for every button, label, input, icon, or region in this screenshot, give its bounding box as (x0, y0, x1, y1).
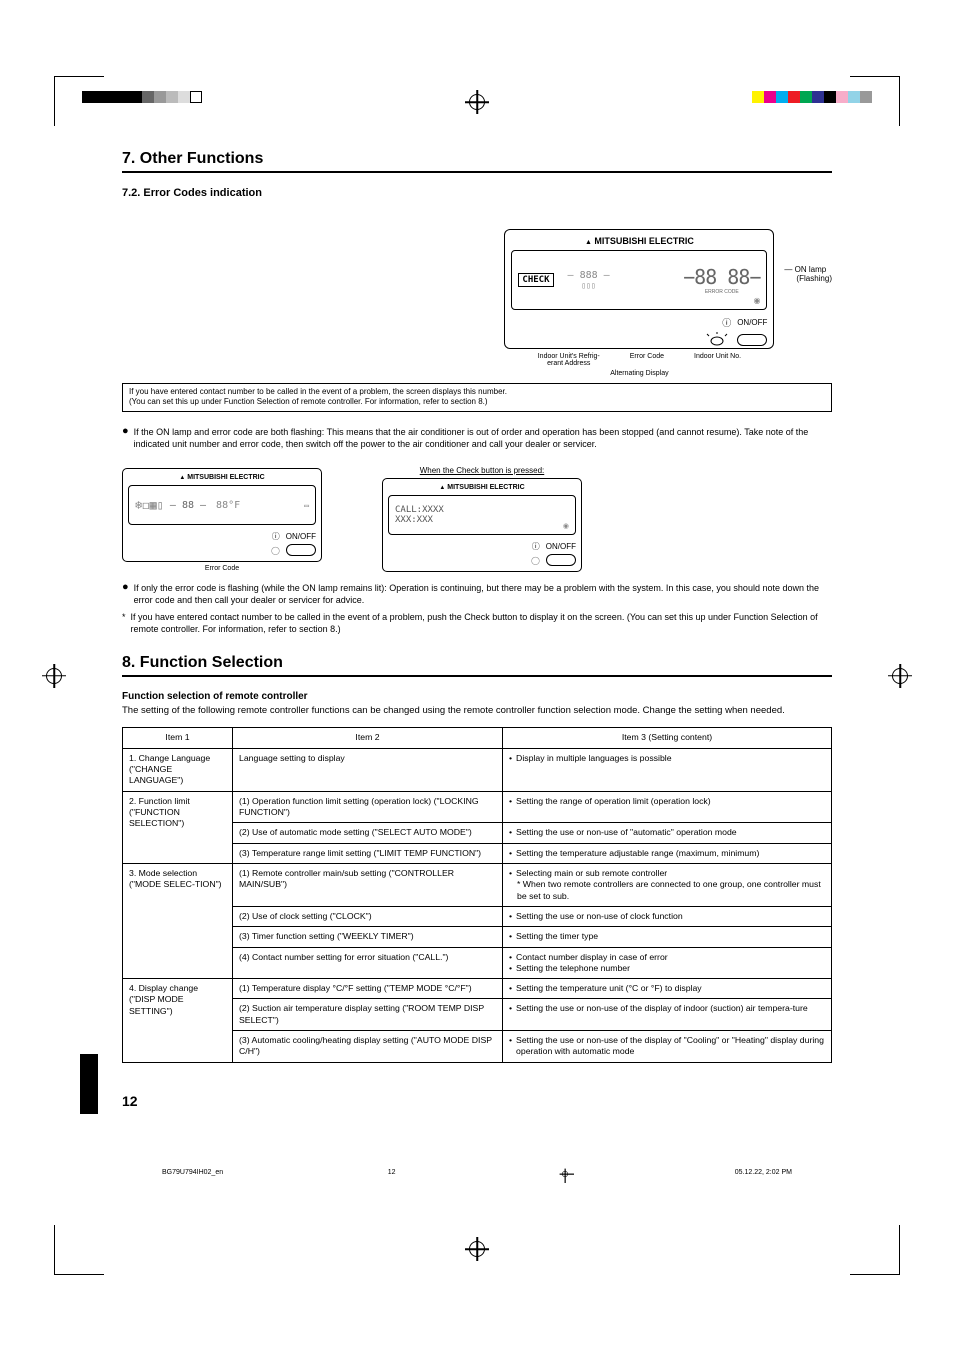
func-intro-text: The setting of the following remote cont… (122, 705, 832, 718)
on-lamp-note: — ON lamp (Flashing) (784, 265, 832, 377)
brand-label: ▲ MITSUBISHI ELECTRIC (511, 236, 767, 246)
alternating-display-label: Alternating Display (504, 370, 774, 377)
when-check-label: When the Check button is pressed: (382, 466, 582, 475)
remote-controller-large: ▲ MITSUBISHI ELECTRIC CHECK — 888 — ▯▯▯ … (504, 229, 774, 349)
side-tab (80, 1054, 98, 1114)
footer-file: BG79U794IH02_en (162, 1169, 223, 1179)
r2c3b: Setting the use or non-use of "automatic… (503, 823, 832, 843)
main-device-figure: ▲ MITSUBISHI ELECTRIC CHECK — 888 — ▯▯▯ … (122, 229, 832, 377)
onoff-button[interactable] (737, 334, 767, 346)
lamp-icon (705, 332, 729, 348)
r4c2c: (3) Automatic cooling/heating display se… (233, 1031, 503, 1063)
page-number: 12 (122, 1093, 832, 1109)
bullet-1: ● If the ON lamp and error code are both… (122, 426, 832, 450)
registration-mark-top (469, 94, 485, 110)
r3c3d: Contact number display in case of error … (503, 947, 832, 979)
section-7-2-title: 7.2. Error Codes indication (122, 187, 832, 199)
r3c3b: Setting the use or non-use of clock func… (503, 906, 832, 926)
r2c1: 2. Function limit ("FUNCTION SELECTION") (123, 791, 233, 863)
check-indicator: CHECK (518, 273, 553, 287)
onoff-label: ON/OFF (737, 318, 767, 327)
r2c2a: (1) Operation function limit setting (op… (233, 791, 503, 823)
r3c3a: Selecting main or sub remote controller … (503, 863, 832, 906)
r3c2c: (3) Timer function setting ("WEEKLY TIME… (233, 927, 503, 947)
r3c3c: Setting the timer type (503, 927, 832, 947)
onoff-button-small-2[interactable] (546, 554, 576, 566)
r3c2a: (1) Remote controller main/sub setting (… (233, 863, 503, 906)
th-item1: Item 1 (123, 728, 233, 748)
r4c1: 4. Display change ("DISP MODE SETTING") (123, 979, 233, 1063)
registration-mark-left (46, 668, 62, 684)
error-code-segments: −88 88− (683, 265, 760, 289)
r1c2: Language setting to display (233, 748, 503, 791)
section-8-title: 8. Function Selection (122, 654, 832, 677)
r2c2b: (2) Use of automatic mode setting ("SELE… (233, 823, 503, 843)
r3c2d: (4) Contact number setting for error sit… (233, 947, 503, 979)
r4c3c: Setting the use or non-use of the displa… (503, 1031, 832, 1063)
r4c3a: Setting the temperature unit (°C or °F) … (503, 979, 832, 999)
contact-note-box: If you have entered contact number to be… (122, 383, 832, 412)
r4c2b: (2) Suction air temperature display sett… (233, 999, 503, 1031)
onoff-button-small-1[interactable] (286, 544, 316, 556)
r4c2a: (1) Temperature display °C/°F setting ("… (233, 979, 503, 999)
bullet-3: * If you have entered contact number to … (122, 611, 832, 635)
r4c3b: Setting the use or non-use of the displa… (503, 999, 832, 1031)
error-code-caption: Error Code (122, 565, 322, 572)
color-bar-left (82, 91, 202, 103)
footer-timestamp: 05.12.22, 2:02 PM (735, 1169, 792, 1179)
lcd-display-large: CHECK — 888 — ▯▯▯ −88 88− ERROR CODE ◉ (511, 250, 767, 310)
lcd-small-left: ❄◻▦▯ — 88 — 88°F ▭ (128, 485, 316, 525)
registration-mark-bottom (469, 1241, 485, 1257)
r2c3c: Setting the temperature adjustable range… (503, 843, 832, 863)
footer-row: BG79U794IH02_en 12 05.12.22, 2:02 PM (122, 1169, 832, 1179)
lcd-small-right: CALL:XXXX XXX:XXX ◉ (388, 495, 576, 535)
r1c1: 1. Change Language ("CHANGE LANGUAGE") (123, 748, 233, 791)
r3c2b: (2) Use of clock setting ("CLOCK") (233, 906, 503, 926)
r3c1: 3. Mode selection ("MODE SELEC-TION") (123, 863, 233, 978)
func-intro-bold: Function selection of remote controller (122, 691, 832, 702)
remote-controller-small-right: ▲ MITSUBISHI ELECTRIC CALL:XXXX XXX:XXX … (382, 478, 582, 572)
r2c3a: Setting the range of operation limit (op… (503, 791, 832, 823)
section-7-title: 7. Other Functions (122, 150, 832, 173)
color-bar-right (752, 91, 872, 103)
r2c2c: (3) Temperature range limit setting ("LI… (233, 843, 503, 863)
footer-pg: 12 (388, 1169, 396, 1179)
th-item2: Item 2 (233, 728, 503, 748)
small-figures-row: ▲ MITSUBISHI ELECTRIC ❄◻▦▯ — 88 — 88°F ▭… (122, 466, 832, 572)
remote-controller-small-left: ▲ MITSUBISHI ELECTRIC ❄◻▦▯ — 88 — 88°F ▭… (122, 468, 322, 562)
registration-mark-right (892, 668, 908, 684)
pointer-labels: Indoor Unit's Refrig- erant Address Erro… (504, 353, 774, 367)
th-item3: Item 3 (Setting content) (503, 728, 832, 748)
page-content: 7. Other Functions 7.2. Error Codes indi… (0, 0, 954, 1351)
function-selection-table: Item 1 Item 2 Item 3 (Setting content) 1… (122, 727, 832, 1062)
bullet-2: ● If only the error code is flashing (wh… (122, 582, 832, 606)
r1c3: Display in multiple languages is possibl… (503, 748, 832, 791)
